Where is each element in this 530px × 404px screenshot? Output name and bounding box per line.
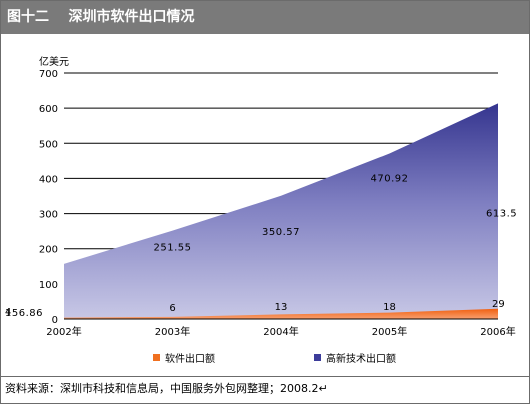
data-label-software-4: 29	[492, 299, 505, 310]
legend-swatch-high-tech	[314, 354, 321, 361]
y-tick-label-100: 100	[39, 280, 58, 291]
x-tick-label-0: 2002年	[46, 325, 81, 338]
data-label-software-1: 6	[169, 303, 175, 314]
y-tick-label-200: 200	[39, 245, 58, 256]
data-label-software-0: 4	[5, 307, 11, 318]
data-label-high-tech-4: 613.5	[486, 208, 517, 219]
legend-label-software: 软件出口额	[165, 352, 215, 365]
x-tick-label-4: 2006年	[480, 325, 515, 338]
y-tick-label-0: 0	[52, 315, 58, 326]
y-tick-label-300: 300	[39, 210, 58, 221]
data-label-software-3: 18	[383, 302, 396, 313]
y-axis-unit: 亿美元	[39, 55, 69, 68]
data-label-high-tech-0: 156.86	[5, 308, 43, 319]
chart-title: 图十二 深圳市软件出口情况	[1, 1, 529, 34]
x-tick-label-3: 2005年	[372, 325, 407, 338]
y-tick-label-400: 400	[39, 174, 58, 185]
legend-label-high-tech: 高新技术出口额	[326, 352, 396, 365]
y-tick-label-500: 500	[39, 139, 58, 150]
y-tick-label-700: 700	[39, 69, 58, 80]
source-note: 资料来源：深圳市科技和信息局，中国服务外包网整理；2008.2↵	[1, 376, 529, 403]
x-tick-label-2: 2004年	[263, 325, 298, 338]
data-label-high-tech-2: 350.57	[262, 227, 300, 238]
data-label-high-tech-1: 251.55	[154, 243, 192, 254]
area-software-exports	[64, 308, 498, 319]
x-tick-label-1: 2003年	[155, 325, 190, 338]
y-tick-label-600: 600	[39, 104, 58, 115]
area-high-tech-exports	[64, 103, 498, 319]
data-label-high-tech-3: 470.92	[371, 174, 409, 185]
data-label-software-2: 13	[275, 302, 288, 313]
legend-swatch-software	[153, 354, 160, 361]
